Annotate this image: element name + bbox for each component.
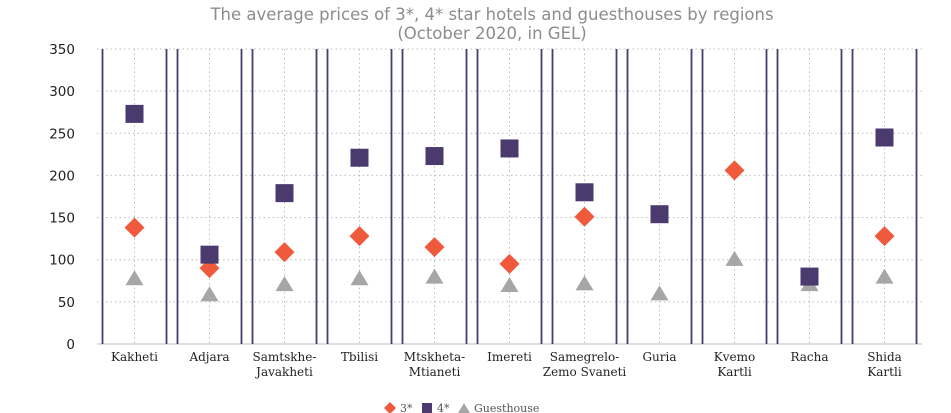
data-points <box>124 104 895 302</box>
point-triangle <box>425 268 444 284</box>
x-tick-label: Adjara <box>188 350 229 364</box>
x-tick-label: Tbilisi <box>341 350 378 364</box>
x-tick-label: Mtskheta- <box>404 350 465 364</box>
x-tick-label: Javakheti <box>254 365 313 379</box>
category-dividers <box>101 49 918 344</box>
point-diamond <box>499 253 520 274</box>
x-tick-label: Guria <box>642 350 676 364</box>
x-tick-label: Kartli <box>717 365 752 379</box>
point-triangle <box>200 286 219 302</box>
point-square <box>275 184 294 203</box>
legend-label: Guesthouse <box>474 402 539 413</box>
y-tick-label: 100 <box>49 253 75 269</box>
y-axis-ticks: 0 50 100 150 200 250 300 350 <box>49 42 75 353</box>
point-diamond <box>349 226 370 247</box>
y-tick-label: 350 <box>49 42 75 58</box>
point-triangle <box>725 250 744 266</box>
point-triangle <box>875 268 894 284</box>
legend-marker-diamond <box>384 402 396 413</box>
x-tick-label: Mtianeti <box>409 365 461 379</box>
chart-subtitle: (October 2020, in GEL) <box>397 24 586 43</box>
grid-lines <box>97 48 922 345</box>
x-tick-label: Samegrelo- <box>550 350 620 364</box>
point-square <box>650 205 669 224</box>
chart-title: The average prices of 3*, 4* star hotels… <box>209 5 773 24</box>
point-square <box>425 147 444 166</box>
point-diamond <box>724 160 745 181</box>
point-triangle <box>575 275 594 291</box>
legend-label: 3* <box>400 402 413 413</box>
x-tick-label: Samtskhe- <box>253 350 317 364</box>
y-tick-label: 200 <box>49 168 75 184</box>
point-square <box>575 183 594 202</box>
x-tick-label: Kartli <box>867 365 902 379</box>
point-triangle <box>125 270 144 286</box>
x-tick-label: Kakheti <box>111 350 158 364</box>
y-tick-label: 300 <box>49 84 75 100</box>
point-diamond <box>874 226 895 247</box>
point-diamond <box>274 242 295 263</box>
point-diamond <box>574 206 595 227</box>
legend-label: 4* <box>437 402 450 413</box>
point-triangle <box>500 277 519 292</box>
point-square <box>125 104 144 123</box>
point-triangle <box>275 276 294 292</box>
point-square <box>500 139 519 158</box>
y-tick-label: 0 <box>66 337 75 353</box>
point-diamond <box>424 237 445 258</box>
legend-marker-square <box>422 403 432 413</box>
point-triangle <box>350 270 369 286</box>
point-square <box>350 148 369 167</box>
x-tick-label: Shida <box>867 350 902 364</box>
y-tick-label: 50 <box>58 295 75 311</box>
point-diamond <box>124 217 145 238</box>
x-tick-label: Imereti <box>487 350 532 364</box>
y-tick-label: 150 <box>49 211 75 227</box>
x-tick-label: Kvemo <box>714 350 755 364</box>
x-axis-labels: Kakheti Adjara Samtskhe-Javakheti Tbilisi Mt… <box>111 350 902 379</box>
point-square <box>800 267 819 286</box>
x-tick-label: Zemo Svaneti <box>543 365 627 379</box>
point-square <box>875 128 894 147</box>
y-tick-label: 250 <box>49 126 75 142</box>
point-square <box>200 245 219 264</box>
point-triangle <box>650 285 669 301</box>
x-tick-label: Racha <box>790 350 828 364</box>
legend-marker-triangle <box>458 403 470 413</box>
legend: 3* 4* Guesthouse <box>384 402 539 413</box>
